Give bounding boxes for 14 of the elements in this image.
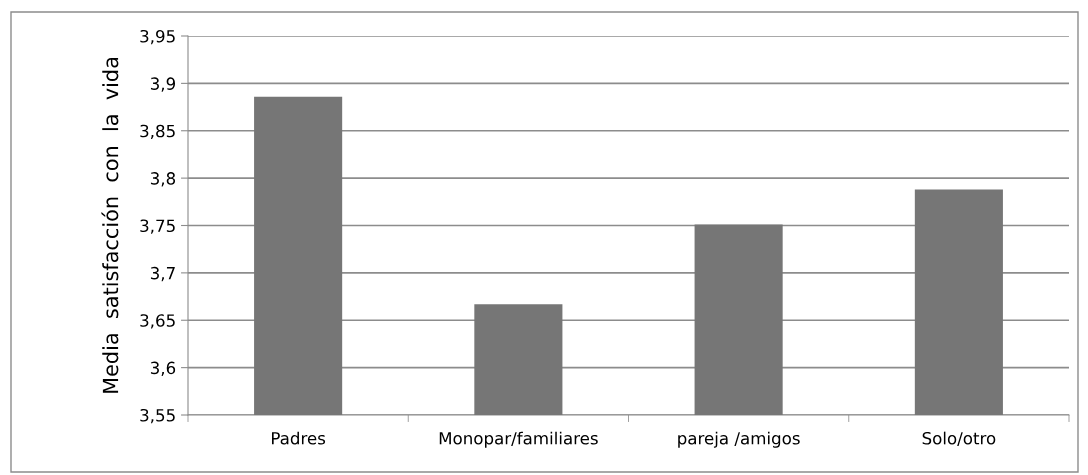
y-tick-label: 3,95 bbox=[140, 29, 175, 45]
y-tick-label: 3,6 bbox=[150, 361, 176, 376]
y-tick-label: 3,9 bbox=[150, 77, 176, 92]
x-tick-label: Padres bbox=[272, 431, 326, 445]
y-tick-label: 3,85 bbox=[140, 124, 175, 140]
y-tick-label: 3,8 bbox=[150, 172, 176, 187]
x-tick-label: pareja /amigos bbox=[678, 431, 800, 448]
y-tick-label: 3,55 bbox=[140, 408, 175, 424]
x-tick-label: Solo/otro bbox=[922, 431, 996, 446]
x-tick-label: Monopar/familiares bbox=[439, 431, 598, 448]
y-axis-title: Media satisfacción con la vida bbox=[101, 57, 119, 393]
y-tick-label: 3,65 bbox=[140, 314, 175, 329]
y-tick-label: 3,7 bbox=[150, 266, 175, 282]
y-tick-label: 3,75 bbox=[140, 219, 175, 234]
